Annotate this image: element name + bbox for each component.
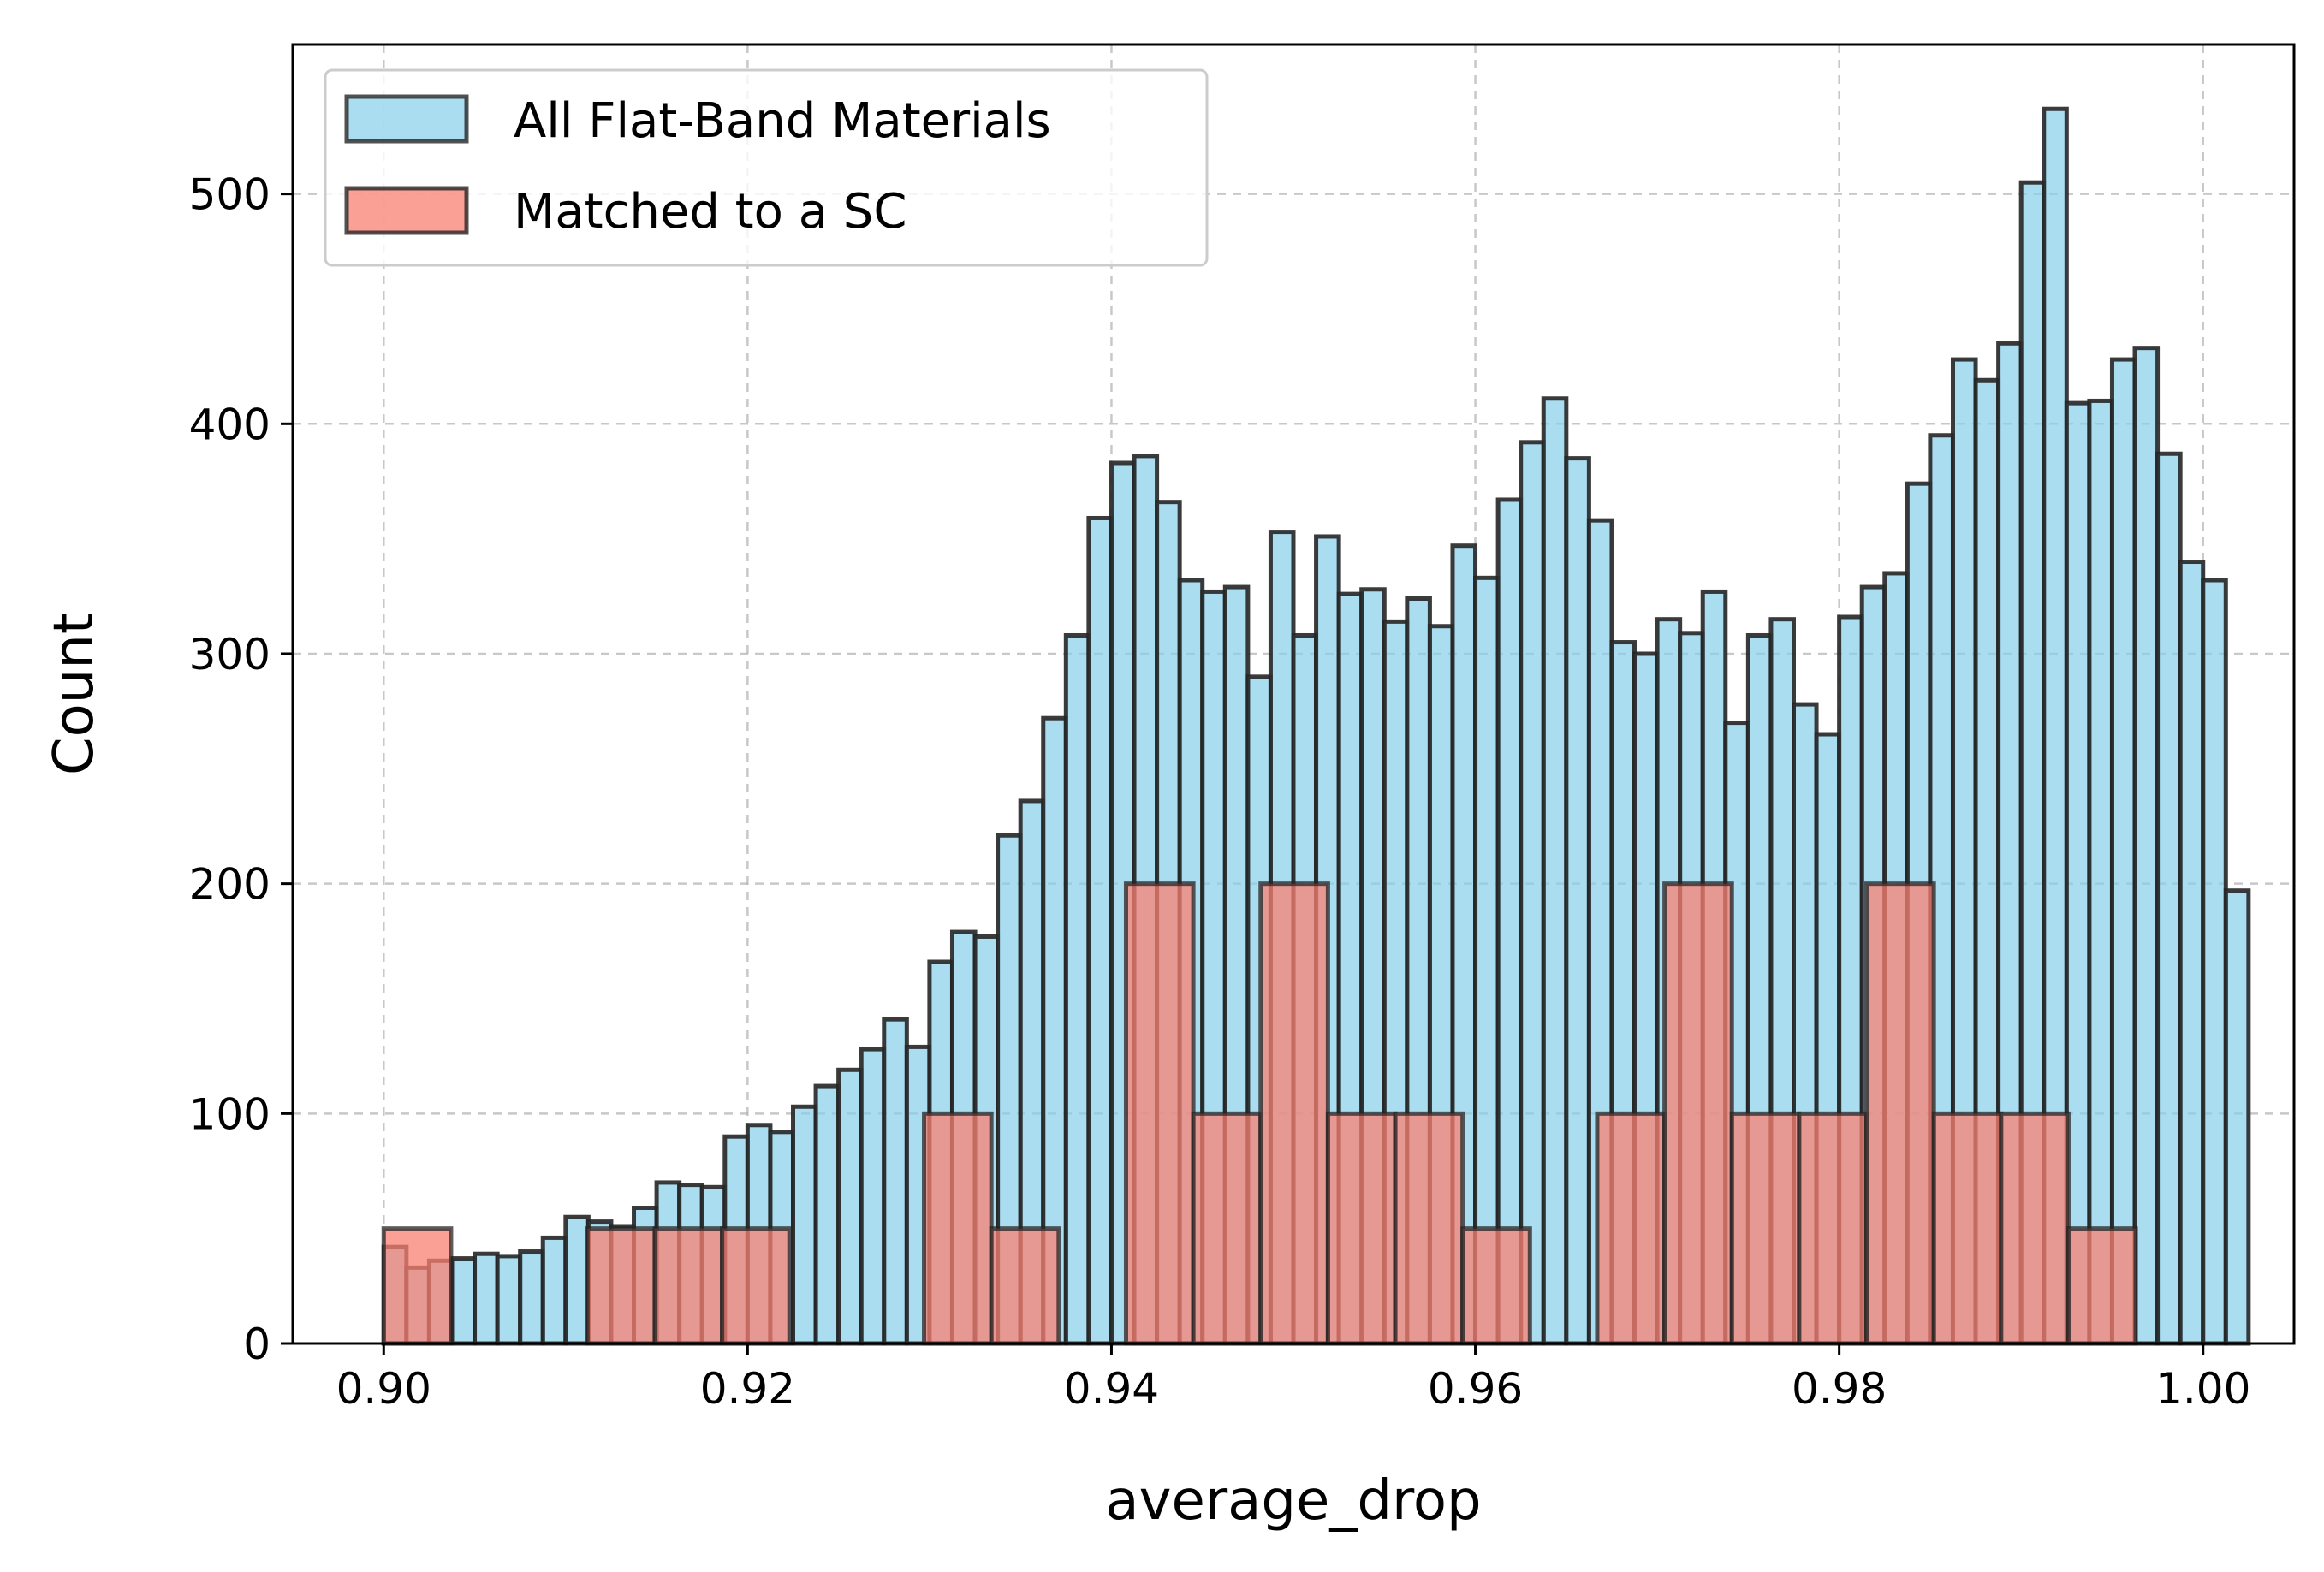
- bar-all-flat-band: [2201, 578, 2228, 1346]
- bar-matched-sc: [1393, 1111, 1465, 1346]
- axis-ticks: 0.90 0.92 0.94 0.96 0.98 1.00 0 100 200 300 400 500: [189, 170, 2251, 1414]
- legend-label-matched-sc: Matched to a SC: [514, 184, 906, 240]
- bar-all-flat-band: [2155, 451, 2183, 1346]
- bar-matched-sc: [1931, 1111, 2004, 1346]
- bar-matched-sc: [1864, 881, 1936, 1346]
- bar-all-flat-band: [449, 1256, 478, 1346]
- x-tick-label: 0.90: [336, 1364, 431, 1414]
- bar-matched-sc: [381, 1226, 454, 1346]
- x-tick-label: 0.98: [1792, 1364, 1887, 1414]
- bar-all-flat-band: [1519, 440, 1546, 1346]
- series-all-flat-band: [381, 106, 2251, 1346]
- bar-matched-sc: [2065, 1226, 2138, 1346]
- legend-swatch-matched-sc: [344, 186, 469, 235]
- x-tick-label: 0.92: [700, 1364, 795, 1414]
- bar-all-flat-band: [813, 1083, 841, 1346]
- bar-all-flat-band: [882, 1017, 909, 1346]
- y-tick-label: 0: [243, 1320, 270, 1369]
- bar-matched-sc: [922, 1111, 994, 1346]
- bar-matched-sc: [1999, 1111, 2071, 1346]
- legend-box: [324, 68, 1209, 267]
- bar-all-flat-band: [563, 1214, 591, 1346]
- bar-matched-sc: [1191, 1111, 1263, 1346]
- bar-matched-sc: [720, 1226, 792, 1346]
- x-axis-title: average_drop: [1105, 1469, 1481, 1533]
- bar-matched-sc: [1595, 1111, 1667, 1346]
- y-tick-label: 500: [189, 170, 270, 220]
- bar-all-flat-band: [1495, 497, 1524, 1346]
- bar-all-flat-band: [2087, 398, 2114, 1346]
- y-axis-title: Count: [43, 613, 106, 775]
- bar-matched-sc: [1662, 881, 1734, 1346]
- y-tick-label: 400: [189, 400, 270, 449]
- bar-all-flat-band: [473, 1251, 500, 1346]
- bar-all-flat-band: [2132, 346, 2161, 1346]
- bar-matched-sc: [1797, 1111, 1869, 1346]
- bar-all-flat-band: [836, 1067, 864, 1346]
- bar-all-flat-band: [518, 1249, 545, 1346]
- legend-label-all-flat-band: All Flat-Band Materials: [514, 93, 1051, 149]
- bar-matched-sc: [989, 1226, 1061, 1346]
- bar-all-flat-band: [859, 1047, 887, 1346]
- bar-matched-sc: [585, 1226, 657, 1346]
- bar-matched-sc: [1258, 881, 1330, 1346]
- y-tick-label: 200: [189, 860, 270, 910]
- bar-matched-sc: [652, 1226, 725, 1346]
- bar-all-flat-band: [2178, 560, 2206, 1346]
- bar-all-flat-band: [2223, 888, 2251, 1346]
- bar-all-flat-band: [1541, 396, 1569, 1346]
- plot-frame: [291, 43, 2296, 1345]
- bar-all-flat-band: [1564, 456, 1591, 1346]
- bar-all-flat-band: [791, 1104, 818, 1346]
- x-tick-label: 0.96: [1428, 1364, 1523, 1414]
- bar-all-flat-band: [495, 1254, 523, 1346]
- bar-all-flat-band: [540, 1235, 568, 1346]
- bar-all-flat-band: [1063, 632, 1091, 1346]
- bar-matched-sc: [1729, 1111, 1802, 1346]
- y-tick-label: 100: [189, 1089, 270, 1139]
- x-tick-label: 0.94: [1064, 1364, 1159, 1414]
- x-tick-label: 1.00: [2155, 1364, 2250, 1414]
- bar-matched-sc: [1460, 1226, 1532, 1346]
- y-tick-label: 300: [189, 630, 270, 679]
- bar-all-flat-band: [1086, 515, 1114, 1346]
- bar-matched-sc: [1325, 1111, 1398, 1346]
- bar-matched-sc: [1123, 881, 1196, 1346]
- legend: All Flat-Band Materials Matched to a SC: [324, 68, 1209, 267]
- legend-swatch-all-flat-band: [344, 94, 469, 144]
- bar-all-flat-band: [2109, 357, 2137, 1346]
